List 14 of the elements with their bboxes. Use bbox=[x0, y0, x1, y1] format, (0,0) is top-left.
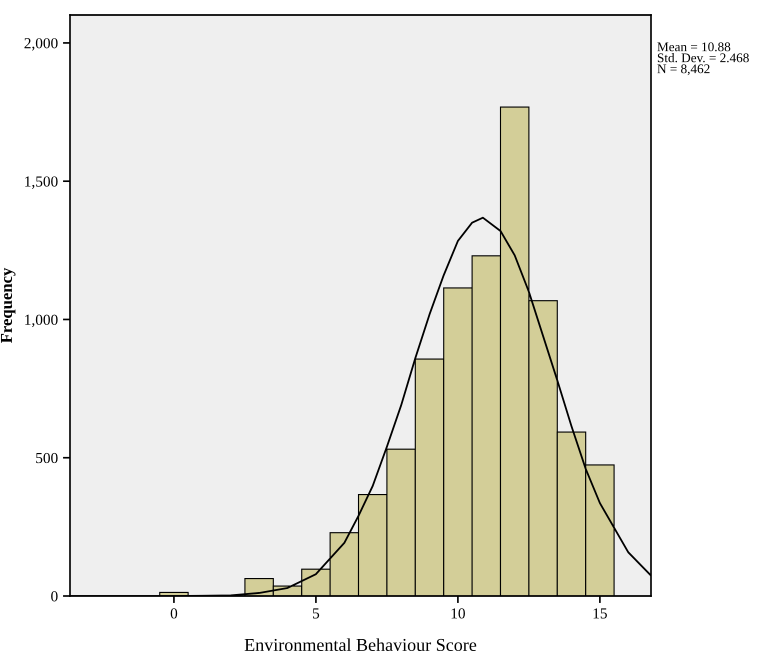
x-tick-label: 5 bbox=[312, 608, 320, 619]
y-tick-label: 1,000 bbox=[25, 314, 58, 328]
y-tick-label: 1,500 bbox=[25, 176, 58, 189]
text: Mean = 10.88 bbox=[657, 42, 730, 52]
y-tick-label: 0 bbox=[51, 591, 58, 602]
y-tick-label: 500 bbox=[36, 452, 58, 464]
y-axis-title: Frequency bbox=[0, 268, 16, 344]
text: N = 8,462 bbox=[657, 64, 710, 76]
y-tick-label: 2,000 bbox=[24, 38, 58, 51]
text: Std. Dev. = 2.468 bbox=[658, 53, 749, 62]
x-tick-label: 0 bbox=[170, 608, 178, 619]
x-axis-title: Environmental Behaviour Score bbox=[244, 638, 476, 652]
x-tick-label: 15 bbox=[594, 608, 607, 619]
x-tick-label: 10 bbox=[452, 608, 465, 619]
